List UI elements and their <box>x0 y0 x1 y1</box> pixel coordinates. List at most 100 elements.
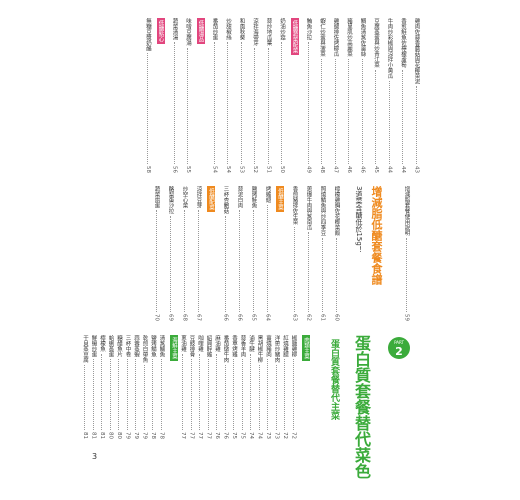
page-number: 3 <box>92 452 98 461</box>
entry-page: 56 <box>171 166 178 173</box>
section-heading: 低醣配菜 <box>207 186 215 212</box>
leader <box>258 364 260 430</box>
leader <box>207 359 209 430</box>
section-subtitle: 3道菜含醣低於15g！ <box>355 186 363 253</box>
entry-page: 66 <box>222 314 229 321</box>
section-heading: 低醣蔬菜配菜 <box>290 18 299 55</box>
toc-entry: 麻油雞 76 <box>213 335 221 439</box>
leader <box>183 210 185 312</box>
entry-title: 照燒鯖魚與炒四季豆 <box>319 186 326 236</box>
toc-entry: 奶油炒菇 50 <box>278 18 286 173</box>
toc-entry: 番茄燉牛肉 76 <box>221 335 229 439</box>
leader <box>233 359 234 430</box>
leader <box>224 364 226 430</box>
leader <box>152 359 153 430</box>
entry-page: 43 <box>413 166 420 173</box>
toc-entry: 和風秋葵 53 <box>237 18 245 173</box>
entry-title: 和風秋葵 <box>238 18 245 40</box>
leader <box>402 69 403 164</box>
section-heading: 海鮮主菜 <box>170 335 178 361</box>
entry-page: 46 <box>346 166 352 173</box>
entry-title: 三杯杏鮑菇 <box>222 186 229 214</box>
entry-title: 蔥爆牛肉與蒸南瓜 <box>305 186 312 230</box>
entry-title: 酪梨蛋沙拉 <box>167 186 174 214</box>
entry-title: 香煎鮭魚佐檸檬蘆筍 <box>400 18 406 68</box>
leader <box>240 42 242 164</box>
leader <box>173 42 175 164</box>
leader <box>213 42 215 164</box>
entry-title: 蔬菜清湯 <box>171 18 178 40</box>
entry-title: 薑燒豬肉 <box>265 335 271 357</box>
entry-title: 乾煎白帶魚 <box>141 335 148 363</box>
leader <box>182 353 183 430</box>
part-number: 2 <box>395 345 403 358</box>
entry-page: 76 <box>222 432 229 439</box>
toc-entry: 蔬菜清湯 56 <box>170 18 178 173</box>
entry-title: 蔬菜烘蛋 <box>153 186 160 208</box>
entry-title: 增減脂套餐使用說明 <box>403 186 410 236</box>
toc-entry: 檸檬魚 81 <box>98 335 106 439</box>
entry-page: 48 <box>319 166 325 173</box>
leader <box>334 58 336 164</box>
entry-title: 紅燒雞腿 <box>282 335 288 357</box>
entry-title: 鯛魚清蒸佐薑絲 <box>359 18 366 57</box>
entry-page: 47 <box>332 166 339 173</box>
entry-page: 80 <box>116 432 122 439</box>
entry-page: 72 <box>290 432 297 439</box>
leader <box>155 210 157 312</box>
leader <box>267 47 269 164</box>
toc-entry: 蔥油雞 77 <box>179 335 187 439</box>
leader <box>118 359 119 430</box>
leader <box>109 359 111 430</box>
leader <box>284 359 285 430</box>
leader <box>135 359 136 430</box>
toc-entry: 牛肉炒彩椒與涼拌小黃瓜 44 <box>385 18 393 173</box>
entry-title: 咖哩雞 <box>197 335 203 352</box>
entry-title: 涼拌海帶芽 <box>252 18 258 46</box>
entry-title: 味噌豆腐湯 <box>185 18 191 46</box>
entry-title: 烤雞翅 <box>264 186 271 203</box>
leader <box>266 204 268 312</box>
entry-title: 雞腿排佐烤櫛瓜 <box>332 18 339 57</box>
toc-entry: 薑燒豬肉 73 <box>264 335 272 439</box>
entry-page: 62 <box>305 314 312 321</box>
toc-entry: 香煎豬排佐生菜 63 <box>290 186 298 321</box>
entry-page: 81 <box>82 432 88 439</box>
entry-page: 81 <box>90 432 97 439</box>
leader <box>321 237 323 312</box>
toc-entry: 蒜泥白肉 66 <box>235 186 243 321</box>
leader <box>275 364 277 430</box>
entry-title: 香煎豬排佐生菜 <box>291 186 298 225</box>
section-heading: 低醣點心 <box>156 18 165 44</box>
toc-entry: 蛤蜊蒸蛋 80 <box>106 335 114 439</box>
toc-entry: 干貝蒸豆腐 81 <box>81 335 89 439</box>
toc-entry: 檸檬雞胸佐花椰菜飯 60 <box>332 186 340 321</box>
entry-title: 蒜香羊肉 <box>239 335 246 357</box>
entry-page: 74 <box>248 432 254 439</box>
entry-title: 滷牛腱 <box>248 335 254 352</box>
leader <box>415 86 417 164</box>
entry-page: 79 <box>141 432 148 439</box>
entry-page: 61 <box>319 314 326 321</box>
part-badge: PART 2 <box>388 337 410 359</box>
leader <box>405 237 407 312</box>
entry-page: 73 <box>265 432 271 439</box>
entry-title: 鮮蝦炒蛋 <box>90 335 97 357</box>
entry-page: 79 <box>124 432 131 439</box>
toc-entry: 清蒸鱸魚 78 <box>157 335 165 439</box>
leader <box>190 359 192 430</box>
leader <box>375 69 376 164</box>
toc-entry: 蒜炒地瓜葉 51 <box>264 18 272 173</box>
toc-entry: 糖醋魚片 80 <box>115 335 123 439</box>
leader <box>197 210 199 312</box>
leader <box>252 210 254 312</box>
entry-page: 72 <box>282 432 288 439</box>
toc-entry: 紹興醉雞 77 <box>204 335 212 439</box>
entry-title: 蛤蜊蒸蛋 <box>107 335 114 357</box>
entry-title: 鮪魚沙拉 <box>305 18 312 40</box>
entry-title: 糖醋魚片 <box>116 335 122 357</box>
entry-page: 74 <box>256 432 263 439</box>
section-heading: 肉類主菜 <box>302 335 310 361</box>
leader <box>281 42 282 164</box>
entry-page: 60 <box>333 314 340 321</box>
